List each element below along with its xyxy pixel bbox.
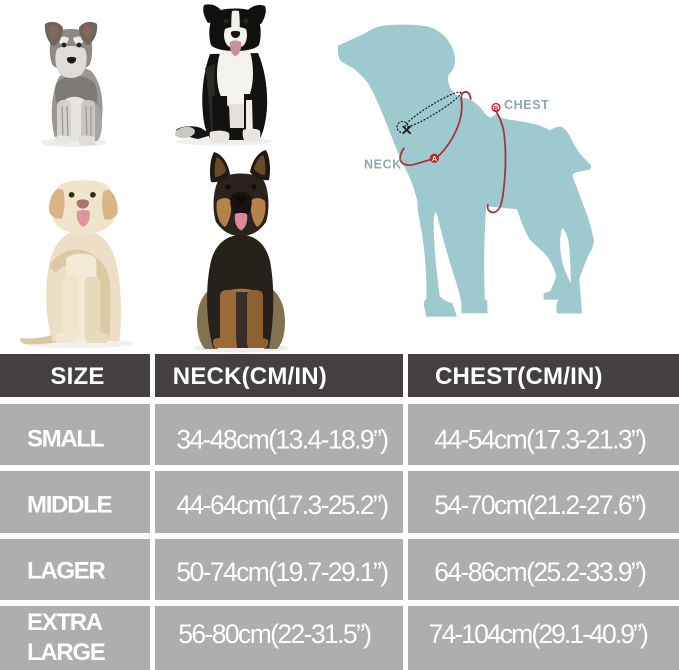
svg-text:B: B	[494, 105, 499, 112]
svg-text:CHEST: CHEST	[504, 98, 549, 112]
svg-text:NECK: NECK	[364, 157, 402, 171]
svg-text:A: A	[432, 156, 437, 163]
